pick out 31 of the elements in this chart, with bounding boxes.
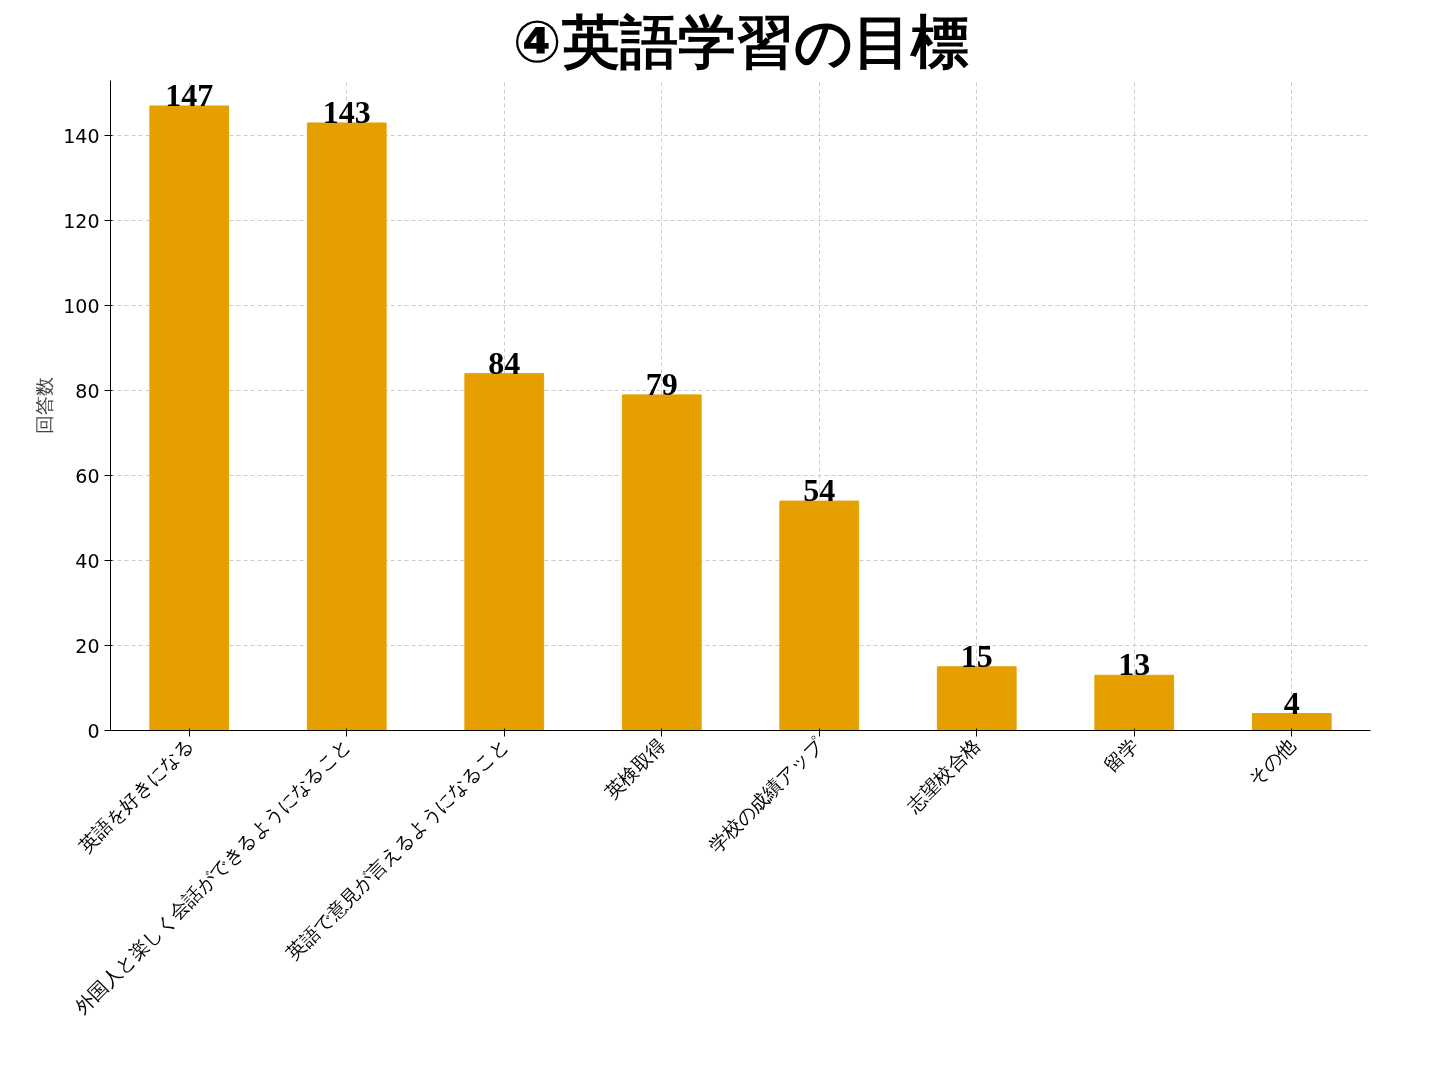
y-tick-label: 140 [63,124,100,147]
y-tick-label: 0 [87,719,100,742]
y-axis-title: 回答数 [33,377,56,434]
data-label: 54 [803,472,836,509]
bar [621,394,702,731]
x-tick-label: 英検取得 [600,733,670,804]
data-label: 4 [1283,684,1300,721]
data-label: 79 [645,365,678,402]
x-tick-label: 学校の成績アップ [703,733,828,857]
y-tick-label: 60 [75,464,100,487]
y-tick-label: 80 [75,379,100,402]
x-tick-label: 留学 [1099,733,1143,777]
data-label: 84 [488,344,521,381]
x-tick-label: その他 [1243,733,1300,790]
y-tick-label: 120 [63,209,100,232]
y-tick-label: 40 [75,549,100,572]
chart-title: ④英語学習の目標 [512,7,969,76]
data-label: 143 [322,93,371,130]
y-tick-label: 100 [63,294,100,317]
data-label: 15 [960,637,993,674]
y-tick-label: 20 [75,634,100,657]
data-label: 147 [165,76,214,113]
bar [779,500,860,731]
bar [306,122,387,731]
bar [1251,713,1332,731]
data-label: 13 [1118,646,1151,683]
bar [464,373,545,731]
bar [936,666,1017,731]
bar [149,105,230,731]
bar [1094,674,1175,731]
x-tick-label: 志望校合格 [901,733,985,817]
